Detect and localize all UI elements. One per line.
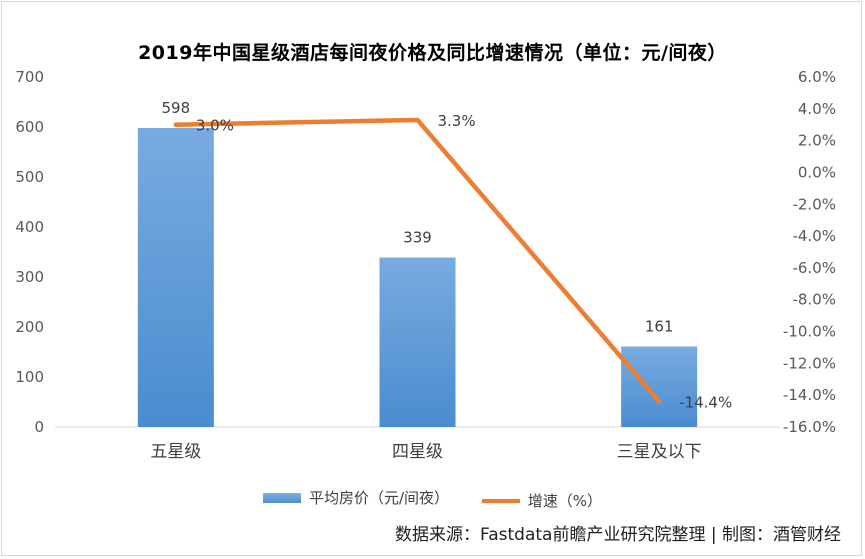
bar-data-label: 598 — [162, 99, 191, 117]
category-label: 四星级 — [392, 442, 443, 462]
right-tick-label: 2.0% — [798, 132, 836, 150]
left-tick-label: 200 — [15, 318, 44, 336]
legend-item-line: 增速（%） — [481, 490, 603, 511]
source-note: 数据来源：Fastdata前瞻产业研究院整理 | 制图：酒管财经 — [395, 525, 841, 545]
legend-bar-swatch — [262, 492, 301, 503]
bar-data-label: 161 — [645, 318, 674, 336]
left-tick-label: 0 — [34, 418, 44, 436]
left-tick-label: 600 — [15, 118, 44, 136]
legend-line-label: 增速（%） — [527, 492, 603, 510]
right-tick-label: 0.0% — [798, 163, 836, 181]
left-tick-label: 100 — [15, 368, 44, 386]
chart-title: 2019年中国星级酒店每间夜价格及同比增速情况（单位：元/间夜） — [138, 42, 727, 64]
category-label: 三星及以下 — [617, 442, 702, 462]
right-tick-label: -4.0% — [792, 227, 836, 245]
line-data-label: 3.3% — [438, 112, 476, 130]
right-tick-label: -8.0% — [792, 291, 836, 309]
bar — [379, 257, 456, 427]
growth-line — [173, 117, 662, 404]
legend-line-swatch — [481, 498, 520, 503]
line-data-label: -14.4% — [679, 394, 732, 412]
line-data-label: 3.0% — [196, 117, 234, 135]
right-tick-label: -14.0% — [783, 386, 836, 404]
left-tick-label: 500 — [15, 168, 44, 186]
left-tick-label: 300 — [15, 268, 44, 286]
legend-item-bar: 平均房价（元/间夜） — [262, 487, 449, 508]
left-tick-label: 700 — [15, 68, 44, 86]
right-tick-label: 6.0% — [798, 68, 836, 86]
right-tick-label: -6.0% — [792, 259, 836, 277]
right-tick-label: -16.0% — [783, 418, 836, 436]
right-tick-label: -12.0% — [783, 354, 836, 372]
bar — [137, 128, 214, 427]
right-tick-label: -2.0% — [792, 195, 836, 213]
bar — [621, 346, 698, 427]
category-label: 五星级 — [150, 442, 201, 462]
left-tick-label: 400 — [15, 218, 44, 236]
bar-data-label: 339 — [403, 229, 432, 247]
right-tick-label: -10.0% — [783, 323, 836, 341]
legend: 平均房价（元/间夜） 增速（%） — [0, 487, 865, 511]
right-tick-label: 4.0% — [798, 100, 836, 118]
legend-bar-label: 平均房价（元/间夜） — [308, 489, 449, 507]
